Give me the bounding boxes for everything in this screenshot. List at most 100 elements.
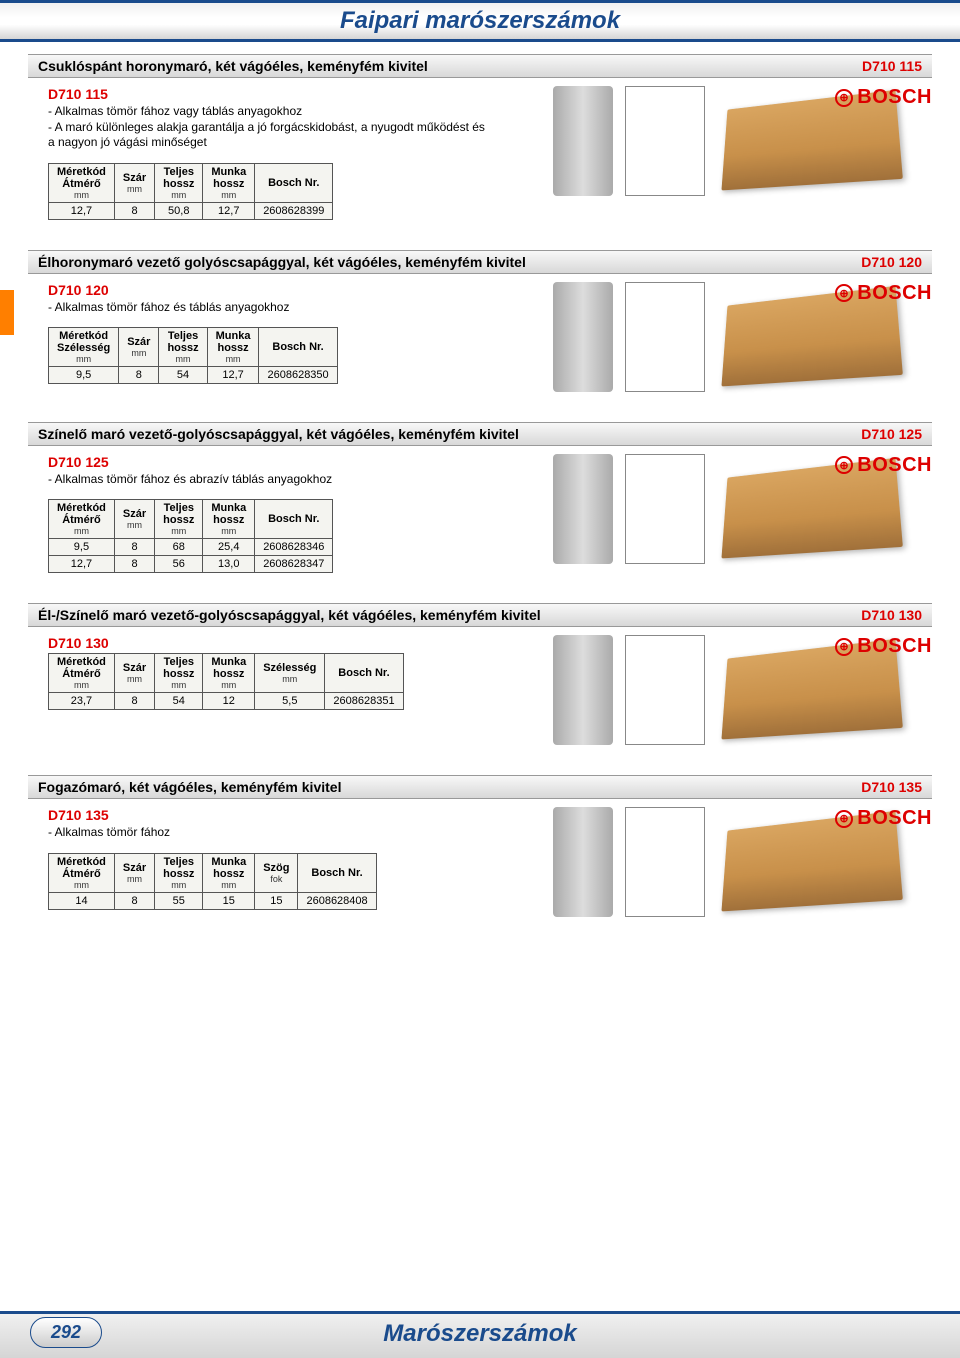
dimension-diagram xyxy=(625,282,705,392)
table-cell: 2608628350 xyxy=(259,367,337,384)
table-header: Szármm xyxy=(114,654,154,693)
detail-code: D710 125 xyxy=(48,454,488,470)
section-code: D710 130 xyxy=(861,607,922,623)
table-header: Munkahosszmm xyxy=(203,163,255,202)
description: - Alkalmas tömör fához xyxy=(48,825,488,841)
brand-icon: ⊕ xyxy=(835,638,853,656)
detail-code: D710 130 xyxy=(48,635,488,651)
brand-icon: ⊕ xyxy=(835,810,853,828)
table-cell: 2608628408 xyxy=(298,892,376,909)
table-row: 12,785613,02608628347 xyxy=(49,556,333,573)
table-header: MéretkódSzélességmm xyxy=(49,328,119,367)
detail-code: D710 120 xyxy=(48,282,488,298)
section-bar: Élhoronymaró vezető golyóscsapággyal, ké… xyxy=(28,250,932,274)
section-body: D710 130 MéretkódÁtmérőmmSzármmTeljeshoss… xyxy=(28,635,932,745)
table-header: Bosch Nr. xyxy=(255,500,333,539)
table-cell: 8 xyxy=(114,556,154,573)
brand-logo: ⊕BOSCH xyxy=(835,635,932,658)
brand-text: BOSCH xyxy=(857,807,932,830)
brand-text: BOSCH xyxy=(857,635,932,658)
table-cell: 25,4 xyxy=(203,539,255,556)
table-row: 9,585412,72608628350 xyxy=(49,367,338,384)
section-left: D710 130 MéretkódÁtmérőmmSzármmTeljeshoss… xyxy=(28,635,508,710)
router-bit-photo xyxy=(553,807,613,917)
spec-table: MéretkódSzélességmmSzármmTeljeshosszmmMu… xyxy=(48,327,338,384)
table-cell: 8 xyxy=(119,367,159,384)
router-bit-photo xyxy=(553,635,613,745)
section-body: D710 120- Alkalmas tömör fához és táblás… xyxy=(28,282,932,392)
table-cell: 54 xyxy=(159,367,207,384)
text-area: D710 135 - Alkalmas tömör fához xyxy=(28,807,488,841)
text-area: D710 115- Alkalmas tömör fához vagy tábl… xyxy=(28,86,488,151)
spec-table: MéretkódÁtmérőmmSzármmTeljeshosszmmMunka… xyxy=(48,653,404,710)
table-cell: 8 xyxy=(114,693,154,710)
section-code: D710 115 xyxy=(862,58,922,74)
section-title: Színelő maró vezető-golyóscsapággyal, ké… xyxy=(38,426,519,442)
brand-text: BOSCH xyxy=(857,86,932,109)
spec-table: MéretkódÁtmérőmmSzármmTeljeshosszmmMunka… xyxy=(48,163,333,220)
table-cell: 8 xyxy=(114,539,154,556)
table-cell: 5,5 xyxy=(255,693,325,710)
section-title: Fogazómaró, két vágóéles, keményfém kivi… xyxy=(38,779,341,795)
table-header: Teljeshosszmm xyxy=(155,163,203,202)
brand-icon: ⊕ xyxy=(835,456,853,474)
table-header: Teljeshosszmm xyxy=(155,853,203,892)
table-header: Bosch Nr. xyxy=(255,163,333,202)
table-header: Szármm xyxy=(114,500,154,539)
section-left: D710 115- Alkalmas tömör fához vagy tábl… xyxy=(28,86,508,220)
table-cell: 8 xyxy=(114,892,154,909)
description: - Alkalmas tömör fához és abrazív táblás… xyxy=(48,472,488,488)
table-cell: 68 xyxy=(155,539,203,556)
table-cell: 2608628346 xyxy=(255,539,333,556)
table-header: Munkahosszmm xyxy=(203,853,255,892)
page-header: Faipari marószerszámok xyxy=(0,0,960,42)
brand-text: BOSCH xyxy=(857,282,932,305)
table-cell: 9,5 xyxy=(49,367,119,384)
table-header: Munkahosszmm xyxy=(203,500,255,539)
section-bar: Színelő maró vezető-golyóscsapággyal, ké… xyxy=(28,422,932,446)
spec-table: MéretkódÁtmérőmmSzármmTeljeshosszmmMunka… xyxy=(48,853,377,910)
description: - Alkalmas tömör fához vagy táblás anyag… xyxy=(48,104,488,151)
section-bar: Él-/Színelő maró vezető-golyóscsapággyal… xyxy=(28,603,932,627)
table-cell: 12,7 xyxy=(203,202,255,219)
table-header: Szármm xyxy=(119,328,159,367)
table-row: 23,7854125,52608628351 xyxy=(49,693,404,710)
brand-icon: ⊕ xyxy=(835,284,853,302)
table-cell: 55 xyxy=(155,892,203,909)
table-cell: 2608628347 xyxy=(255,556,333,573)
router-bit-photo xyxy=(553,86,613,196)
brand-logo: ⊕BOSCH xyxy=(835,807,932,830)
table-header: Bosch Nr. xyxy=(259,328,337,367)
table-cell: 15 xyxy=(203,892,255,909)
table-cell: 14 xyxy=(49,892,115,909)
page-footer: Marószerszámok 292 xyxy=(0,1311,960,1358)
text-area: D710 130 xyxy=(28,635,488,651)
table-header: Bosch Nr. xyxy=(298,853,376,892)
table-header: Szármm xyxy=(114,853,154,892)
table-header: MéretkódÁtmérőmm xyxy=(49,500,115,539)
table-header: Munkahosszmm xyxy=(207,328,259,367)
table-row: 9,586825,42608628346 xyxy=(49,539,333,556)
side-tab xyxy=(0,290,14,335)
spec-table: MéretkódÁtmérőmmSzármmTeljeshosszmmMunka… xyxy=(48,499,333,573)
table-header: Szögfok xyxy=(255,853,298,892)
table-cell: 12,7 xyxy=(49,556,115,573)
dimension-diagram xyxy=(625,635,705,745)
section-bar: Fogazómaró, két vágóéles, keményfém kivi… xyxy=(28,775,932,799)
table-header: Szármm xyxy=(114,163,154,202)
table-cell: 54 xyxy=(155,693,203,710)
table-cell: 15 xyxy=(255,892,298,909)
table-cell: 8 xyxy=(114,202,154,219)
table-cell: 12,7 xyxy=(207,367,259,384)
detail-code: D710 135 xyxy=(48,807,488,823)
table-header: Teljeshosszmm xyxy=(155,500,203,539)
dimension-diagram xyxy=(625,807,705,917)
brand-logo: ⊕BOSCH xyxy=(835,282,932,305)
table-header: Teljeshosszmm xyxy=(159,328,207,367)
section-code: D710 125 xyxy=(861,426,922,442)
table-cell: 12 xyxy=(203,693,255,710)
section-body: D710 115- Alkalmas tömör fához vagy tábl… xyxy=(28,86,932,220)
table-header: Teljeshosszmm xyxy=(155,654,203,693)
dimension-diagram xyxy=(625,86,705,196)
table-header: Bosch Nr. xyxy=(325,654,403,693)
